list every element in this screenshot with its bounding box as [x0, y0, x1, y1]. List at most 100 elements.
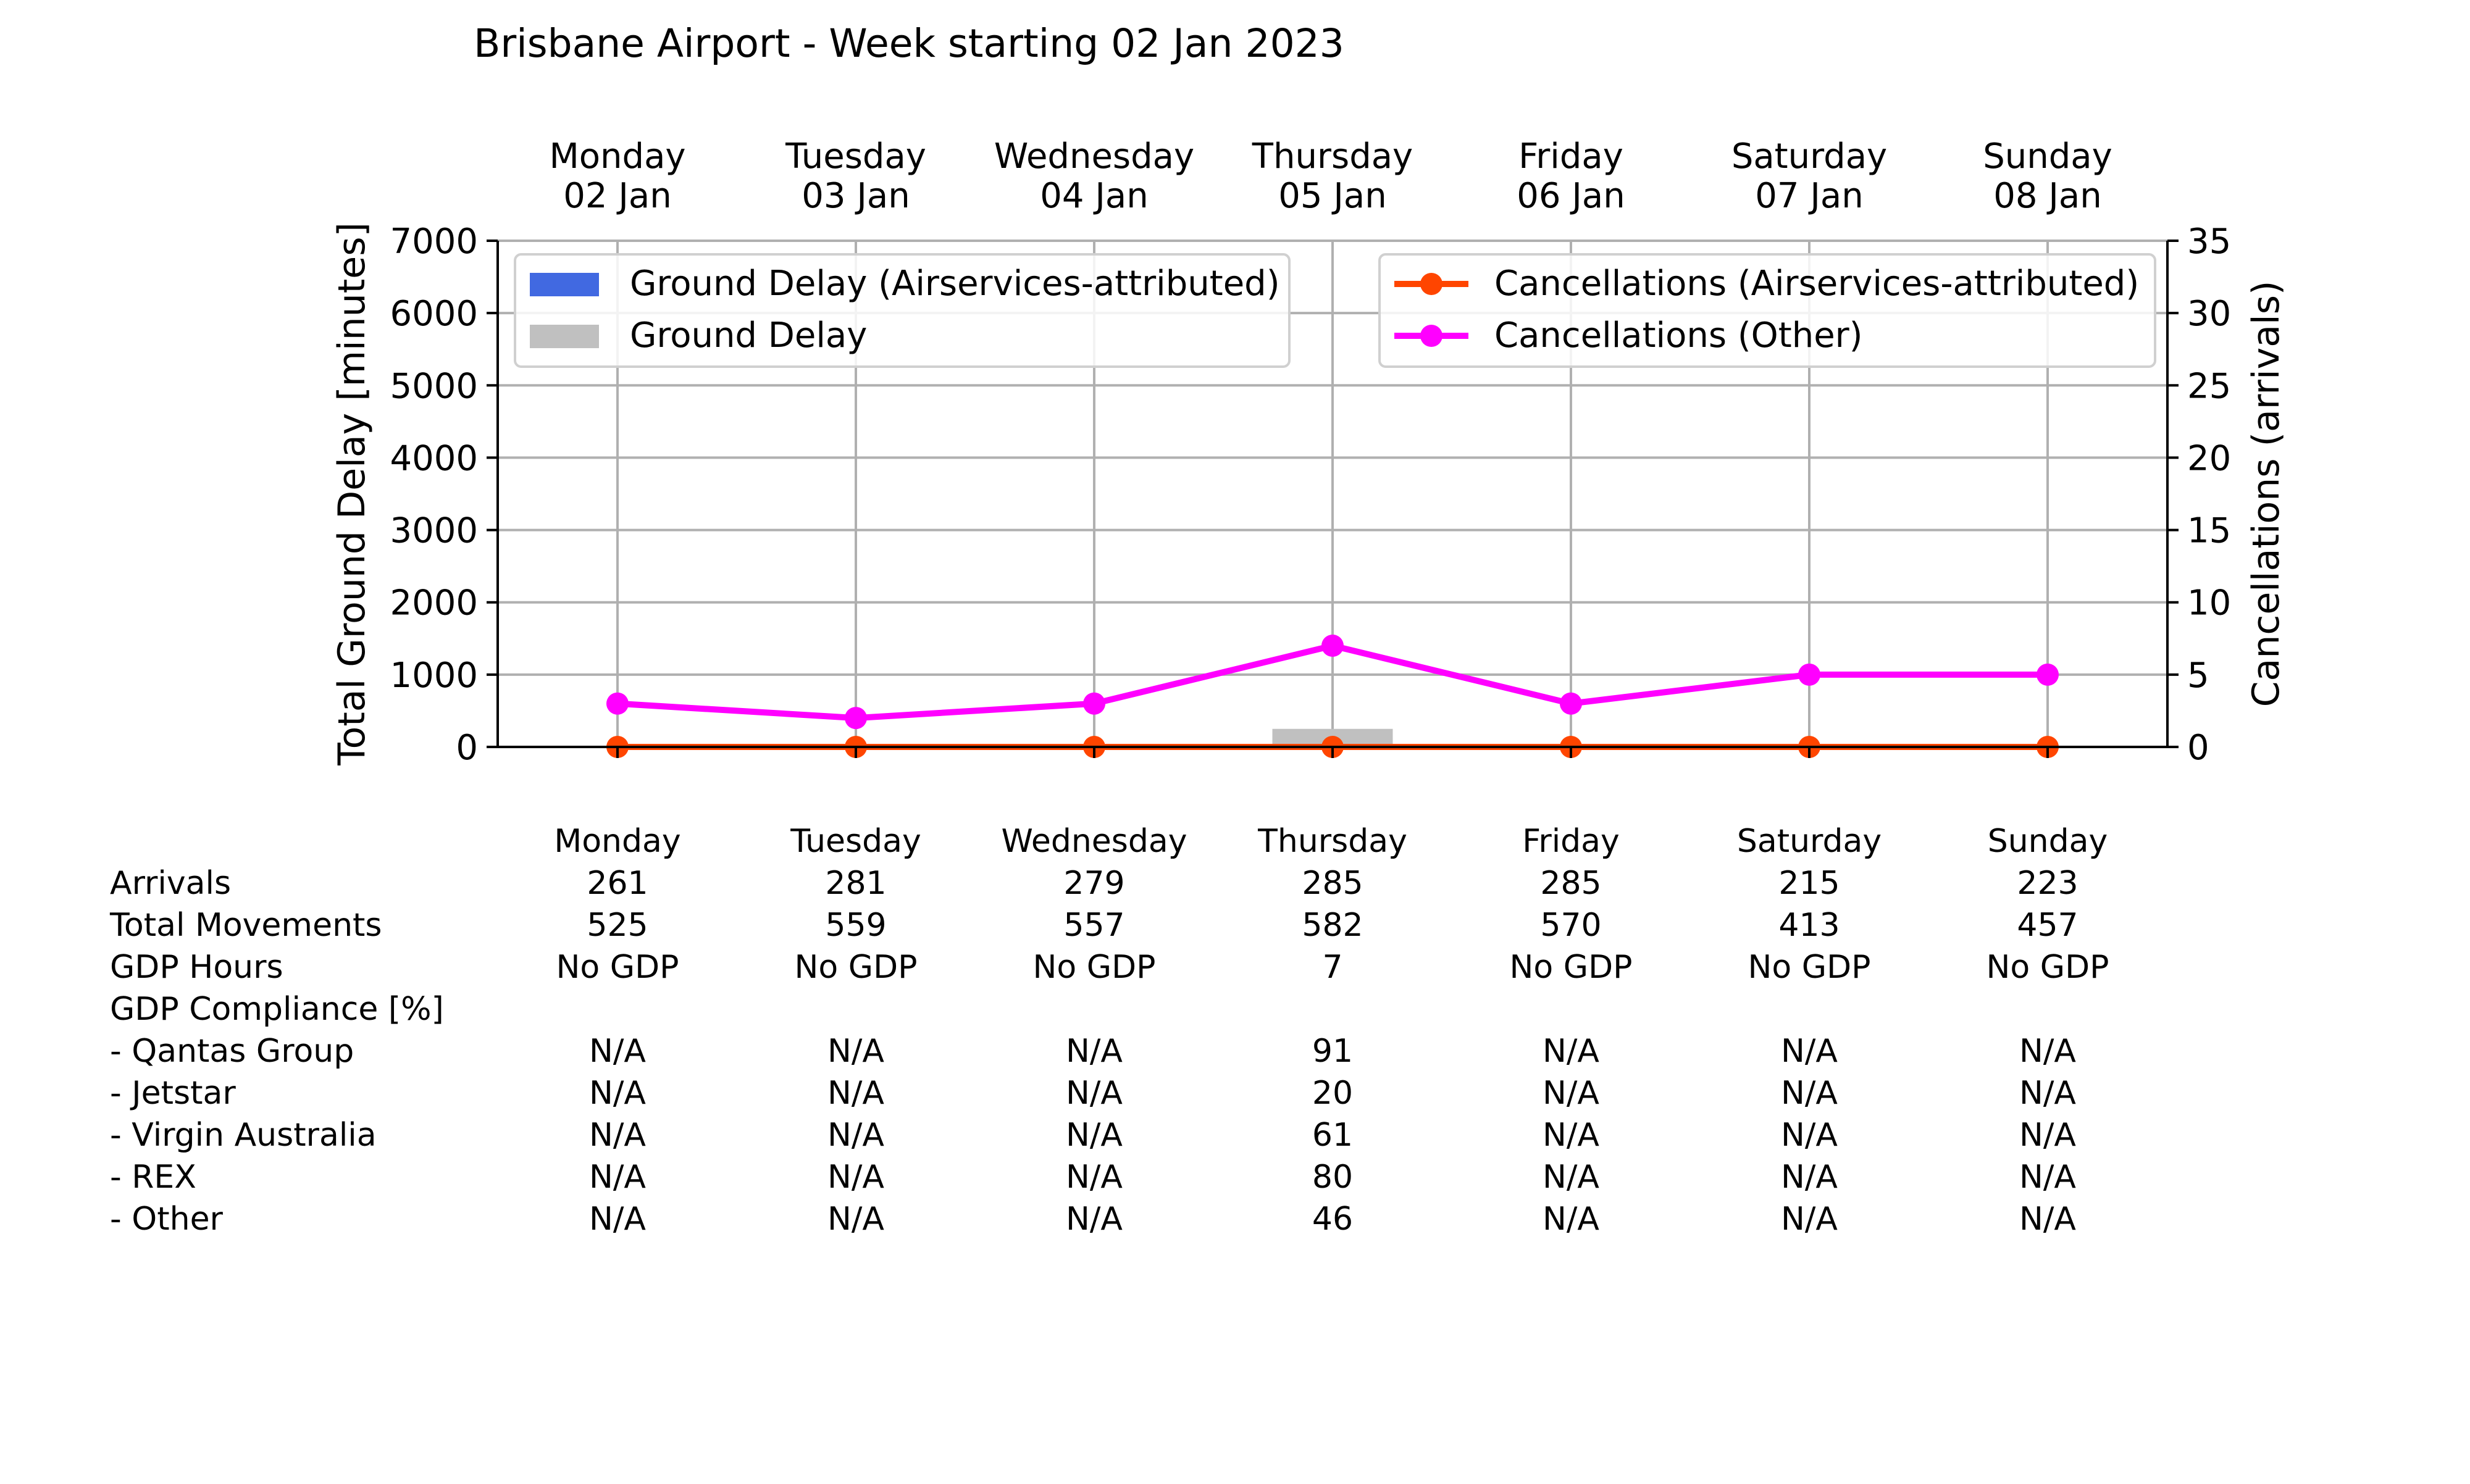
legend-swatch-ground-delay	[530, 325, 599, 348]
table-header-cell: Sunday	[1988, 823, 2108, 860]
table-cell: 261	[587, 865, 648, 902]
table-cell: N/A	[589, 1075, 646, 1112]
x-top-day-label: Wednesday	[994, 136, 1194, 177]
table-cell: No GDP	[1510, 949, 1633, 986]
table-cell: N/A	[1543, 1117, 1599, 1154]
table-cell: N/A	[1543, 1159, 1599, 1196]
point-cancellations-other-thursday	[1321, 635, 1344, 657]
x-top-day-label: Thursday	[1252, 136, 1413, 177]
table-cell: N/A	[589, 1033, 646, 1070]
table-row-label: Arrivals	[110, 865, 231, 902]
legend-left-box	[514, 253, 1291, 368]
point-cancellations-other-monday	[606, 692, 629, 715]
table-cell: N/A	[2019, 1201, 2076, 1238]
y-right-tick-label: 20	[2187, 438, 2231, 478]
table-row-label: - Other	[110, 1201, 224, 1238]
table-cell: N/A	[1781, 1117, 1838, 1154]
y-left-tick-label: 7000	[390, 222, 478, 262]
y-left-axis-label: Total Ground Delay [minutes]	[330, 222, 374, 766]
table-cell: N/A	[589, 1201, 646, 1238]
table-cell: 457	[2017, 907, 2078, 944]
table-cell: 557	[1063, 907, 1124, 944]
table-header-cell: Friday	[1522, 823, 1620, 860]
table-cell: N/A	[1543, 1033, 1599, 1070]
legend-marker-cancellations-airservices	[1420, 273, 1442, 295]
table-cell: 413	[1778, 907, 1840, 944]
table-cell: N/A	[1781, 1159, 1838, 1196]
table-cell: 46	[1312, 1201, 1353, 1238]
y-right-tick-label: 5	[2187, 656, 2209, 696]
table-cell: 281	[825, 865, 886, 902]
x-top-day-label: Sunday	[1983, 136, 2112, 177]
point-cancellations-other-sunday	[2037, 663, 2059, 686]
table-cell: N/A	[827, 1201, 884, 1238]
x-top-day-label: Saturday	[1731, 136, 1887, 177]
table-cell: N/A	[827, 1117, 884, 1154]
point-cancellations-other-saturday	[1798, 663, 1820, 686]
table-cell: No GDP	[556, 949, 679, 986]
x-top-date-label: 03 Jan	[802, 176, 910, 216]
y-right-tick-label: 15	[2187, 511, 2231, 551]
legend-label-cancellations-airservices: Cancellations (Airservices-attributed)	[1494, 264, 2139, 304]
point-cancellations-other-tuesday	[845, 707, 867, 730]
y-right-tick-label: 25	[2187, 366, 2231, 406]
table-cell: N/A	[2019, 1075, 2076, 1112]
table-cell: 91	[1312, 1033, 1353, 1070]
y-right-tick-label: 35	[2187, 222, 2231, 262]
table-cell: N/A	[1066, 1117, 1123, 1154]
y-left-tick-label: 0	[456, 728, 478, 768]
table-cell: 559	[825, 907, 886, 944]
table-row-label: - Virgin Australia	[110, 1117, 377, 1154]
table-cell: 570	[1540, 907, 1601, 944]
table-cell: N/A	[1543, 1201, 1599, 1238]
table-cell: N/A	[589, 1117, 646, 1154]
x-top-date-label: 05 Jan	[1278, 176, 1386, 216]
table-row-label: - Qantas Group	[110, 1033, 354, 1070]
table-cell: N/A	[1066, 1075, 1123, 1112]
x-top-date-label: 08 Jan	[1993, 176, 2101, 216]
table-row-label: GDP Hours	[110, 949, 283, 986]
table-cell: N/A	[1781, 1033, 1838, 1070]
table-cell: 525	[587, 907, 648, 944]
x-top-date-label: 02 Jan	[563, 176, 671, 216]
table-cell: 279	[1063, 865, 1124, 902]
table-cell: No GDP	[795, 949, 918, 986]
table-cell: N/A	[2019, 1033, 2076, 1070]
table-cell: N/A	[1066, 1201, 1123, 1238]
y-right-tick-label: 10	[2187, 583, 2231, 623]
legend-label-ground-delay: Ground Delay	[630, 315, 867, 356]
table-cell: 285	[1302, 865, 1363, 902]
table-cell: N/A	[827, 1159, 884, 1196]
x-top-day-label: Monday	[549, 136, 685, 177]
y-left-tick-label: 3000	[390, 511, 478, 551]
table-cell: N/A	[2019, 1117, 2076, 1154]
legend-right-box	[1378, 253, 2156, 368]
table-cell: 80	[1312, 1159, 1353, 1196]
table-cell: N/A	[589, 1159, 646, 1196]
point-cancellations-other-wednesday	[1083, 692, 1105, 715]
table-cell: 215	[1778, 865, 1840, 902]
x-top-date-label: 04 Jan	[1040, 176, 1148, 216]
table-cell: N/A	[1066, 1033, 1123, 1070]
x-top-day-label: Tuesday	[785, 136, 926, 177]
point-cancellations-other-friday	[1560, 692, 1582, 715]
table-row-label: Total Movements	[109, 907, 382, 944]
table-cell: No GDP	[1748, 949, 1871, 986]
table-row-label: GDP Compliance [%]	[110, 991, 444, 1028]
table-cell: N/A	[1781, 1201, 1838, 1238]
table-cell: No GDP	[1033, 949, 1156, 986]
table-cell: N/A	[827, 1033, 884, 1070]
y-right-tick-label: 0	[2187, 728, 2209, 768]
y-right-tick-label: 30	[2187, 294, 2231, 334]
y-left-tick-label: 2000	[390, 583, 478, 623]
table-layer: Monday Tuesday Wednesday Thursday Friday Satu…	[109, 823, 2109, 1238]
x-top-date-label: 07 Jan	[1755, 176, 1863, 216]
table-cell: N/A	[827, 1075, 884, 1112]
table-cell: 20	[1312, 1075, 1353, 1112]
chart-title: Brisbane Airport - Week starting 02 Jan …	[474, 21, 1344, 66]
table-cell: 7	[1322, 949, 1342, 986]
table-cell: N/A	[1066, 1159, 1123, 1196]
table-cell: N/A	[1781, 1075, 1838, 1112]
